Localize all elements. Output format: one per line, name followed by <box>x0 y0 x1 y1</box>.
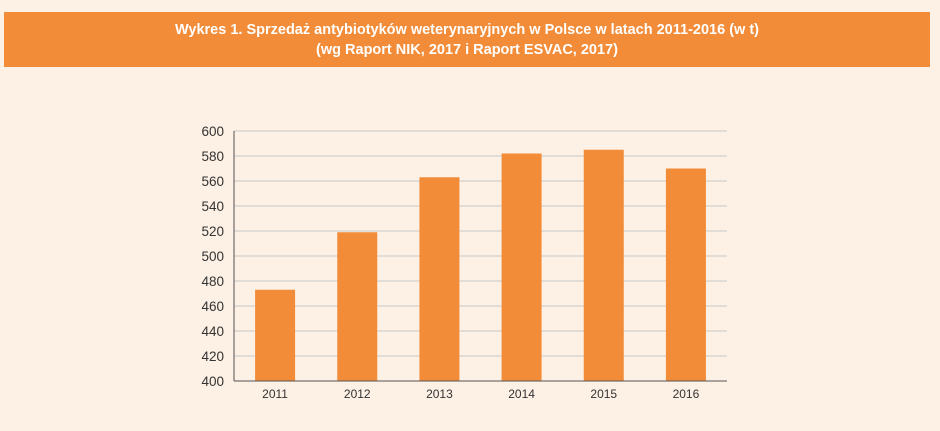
y-tick-label: 520 <box>201 224 224 239</box>
bar-2013 <box>419 177 460 381</box>
y-tick-label: 600 <box>201 124 224 139</box>
axes <box>233 131 727 382</box>
axis-labels: 400 420 440 460 480 500 520 540 560 580 600 2011 201… <box>201 124 699 401</box>
bars <box>255 149 706 381</box>
x-tick-label: 2011 <box>262 387 288 401</box>
bar-2011 <box>255 289 296 381</box>
bar-2014 <box>501 153 542 381</box>
x-tick-label: 2015 <box>590 387 617 401</box>
y-tick-label: 420 <box>201 349 224 364</box>
bar-2012 <box>337 232 378 381</box>
x-tick-label: 2013 <box>426 387 453 401</box>
y-tick-label: 580 <box>201 149 224 164</box>
x-tick-label: 2016 <box>673 387 700 401</box>
chart-title-banner: Wykres 1. Sprzedaż antybiotyków weteryna… <box>4 12 930 67</box>
chart-title: Wykres 1. Sprzedaż antybiotyków weteryna… <box>174 21 759 38</box>
y-tick-label: 540 <box>201 199 224 214</box>
chart-subtitle: (wg Raport NIK, 2017 i Raport ESVAC, 201… <box>316 41 618 58</box>
bar-2016 <box>665 168 706 381</box>
gridlines <box>234 130 727 357</box>
y-tick-label: 400 <box>201 374 224 389</box>
x-tick-label: 2014 <box>508 387 535 401</box>
y-tick-label: 560 <box>201 174 224 189</box>
y-tick-label: 460 <box>201 299 224 314</box>
y-tick-label: 500 <box>201 249 224 264</box>
bar-2015 <box>583 149 624 381</box>
y-tick-label: 440 <box>201 324 224 339</box>
x-tick-label: 2012 <box>344 387 371 401</box>
y-tick-label: 480 <box>201 274 224 289</box>
